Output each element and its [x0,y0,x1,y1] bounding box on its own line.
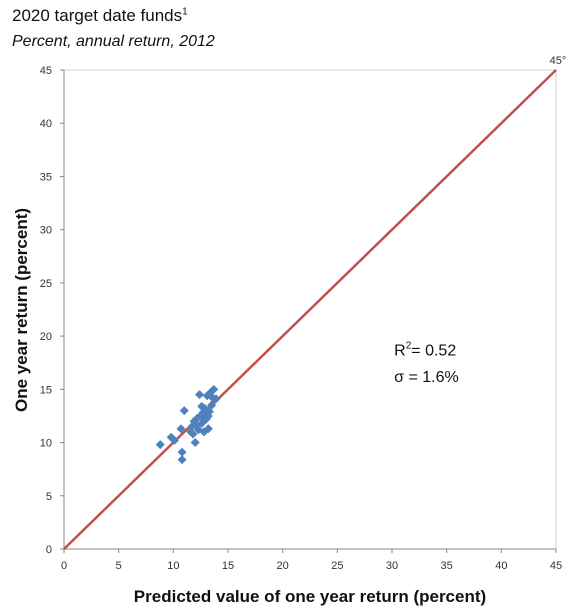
data-point [195,390,205,400]
y-tick-label: 40 [40,118,52,130]
y-axis-label: One year return (percent) [12,208,31,412]
y-axis-ticks: 0 5 10 15 20 25 30 35 40 45 [40,65,64,556]
plot-frame [63,69,557,550]
annotation-suffix: = 0.52 [411,342,456,359]
data-point [203,424,213,434]
chart-title: 2020 target date funds1 [12,6,188,25]
y-tick-label: 45 [40,65,52,77]
x-tick-label: 5 [116,560,122,572]
x-axis-ticks: 0 5 10 15 20 25 30 35 40 45 [61,549,562,572]
x-tick-label: 40 [495,560,507,572]
x-tick-label: 10 [167,560,179,572]
reference-line-label: 45° [550,55,567,67]
x-tick-label: 0 [61,560,67,572]
x-tick-label: 30 [386,560,398,572]
data-point [179,406,189,416]
annotation-text: σ = 1.6% [394,369,459,386]
y-tick-label: 5 [46,491,52,503]
data-point [176,424,186,434]
annotation-superscript: 2 [406,340,412,351]
data-point [188,429,198,439]
annotation-prefix: R [394,342,406,359]
y-tick-label: 10 [40,438,52,450]
chart-subtitle: Percent, annual return, 2012 [12,33,215,50]
annotation-text: R2= 0.52 [394,340,456,359]
data-point [203,411,213,421]
x-axis-label: Predicted value of one year return (perc… [134,587,486,606]
data-point [211,394,221,404]
data-point [169,435,179,445]
x-tick-label: 25 [331,560,343,572]
data-points [155,384,221,465]
y-tick-label: 20 [40,331,52,343]
x-tick-label: 15 [222,560,234,572]
annotations: R2= 0.52 σ = 1.6% [394,340,459,386]
y-tick-label: 0 [46,544,52,556]
x-tick-label: 35 [441,560,453,572]
y-tick-label: 25 [40,278,52,290]
y-tick-label: 35 [40,171,52,183]
reference-line [63,69,557,550]
x-tick-label: 45 [550,560,562,572]
x-tick-label: 20 [277,560,289,572]
data-point [177,447,187,457]
data-point [209,384,219,394]
reference-line-45: 45° [63,55,567,550]
y-tick-label: 30 [40,225,52,237]
title-footnote: 1 [182,6,188,18]
data-point [197,401,207,411]
y-tick-label: 15 [40,384,52,396]
data-point [190,438,200,448]
data-point [155,440,165,450]
data-point [177,455,187,465]
data-point [207,400,217,410]
